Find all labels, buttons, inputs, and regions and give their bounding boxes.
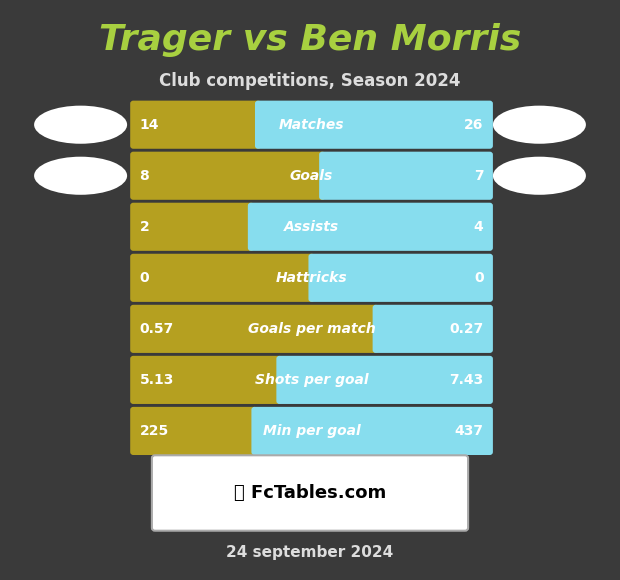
FancyBboxPatch shape <box>277 356 493 404</box>
Text: 0: 0 <box>474 271 484 285</box>
FancyBboxPatch shape <box>130 305 379 353</box>
FancyBboxPatch shape <box>130 356 283 404</box>
FancyBboxPatch shape <box>130 151 326 200</box>
Text: 0: 0 <box>140 271 149 285</box>
FancyBboxPatch shape <box>252 407 493 455</box>
FancyBboxPatch shape <box>130 101 261 148</box>
FancyBboxPatch shape <box>130 407 258 455</box>
Text: 4: 4 <box>474 220 484 234</box>
FancyBboxPatch shape <box>373 305 493 353</box>
FancyBboxPatch shape <box>309 254 493 302</box>
Text: Shots per goal: Shots per goal <box>255 373 368 387</box>
Text: Hattricks: Hattricks <box>276 271 347 285</box>
Ellipse shape <box>34 106 127 144</box>
Text: Min per goal: Min per goal <box>263 424 360 438</box>
FancyBboxPatch shape <box>319 151 493 200</box>
Text: Matches: Matches <box>279 118 344 132</box>
Text: Goals per match: Goals per match <box>247 322 376 336</box>
Text: 7.43: 7.43 <box>450 373 484 387</box>
Text: 🏠 FcTables.com: 🏠 FcTables.com <box>234 484 386 502</box>
Text: 0.57: 0.57 <box>140 322 174 336</box>
Text: Club competitions, Season 2024: Club competitions, Season 2024 <box>159 72 461 90</box>
FancyBboxPatch shape <box>130 203 254 251</box>
Text: 7: 7 <box>474 169 484 183</box>
FancyBboxPatch shape <box>130 254 315 302</box>
FancyBboxPatch shape <box>152 455 468 531</box>
Text: Trager vs Ben Morris: Trager vs Ben Morris <box>99 23 521 57</box>
Ellipse shape <box>493 157 586 195</box>
Text: 5.13: 5.13 <box>140 373 174 387</box>
Text: 225: 225 <box>140 424 169 438</box>
Text: 8: 8 <box>140 169 149 183</box>
Text: 0.27: 0.27 <box>450 322 484 336</box>
Text: 14: 14 <box>140 118 159 132</box>
Text: 2: 2 <box>140 220 149 234</box>
Text: Goals: Goals <box>290 169 333 183</box>
Ellipse shape <box>34 157 127 195</box>
FancyBboxPatch shape <box>248 203 493 251</box>
Text: 437: 437 <box>454 424 484 438</box>
FancyBboxPatch shape <box>255 101 493 148</box>
Text: 24 september 2024: 24 september 2024 <box>226 545 394 560</box>
Text: 26: 26 <box>464 118 484 132</box>
Text: Assists: Assists <box>284 220 339 234</box>
Ellipse shape <box>493 106 586 144</box>
